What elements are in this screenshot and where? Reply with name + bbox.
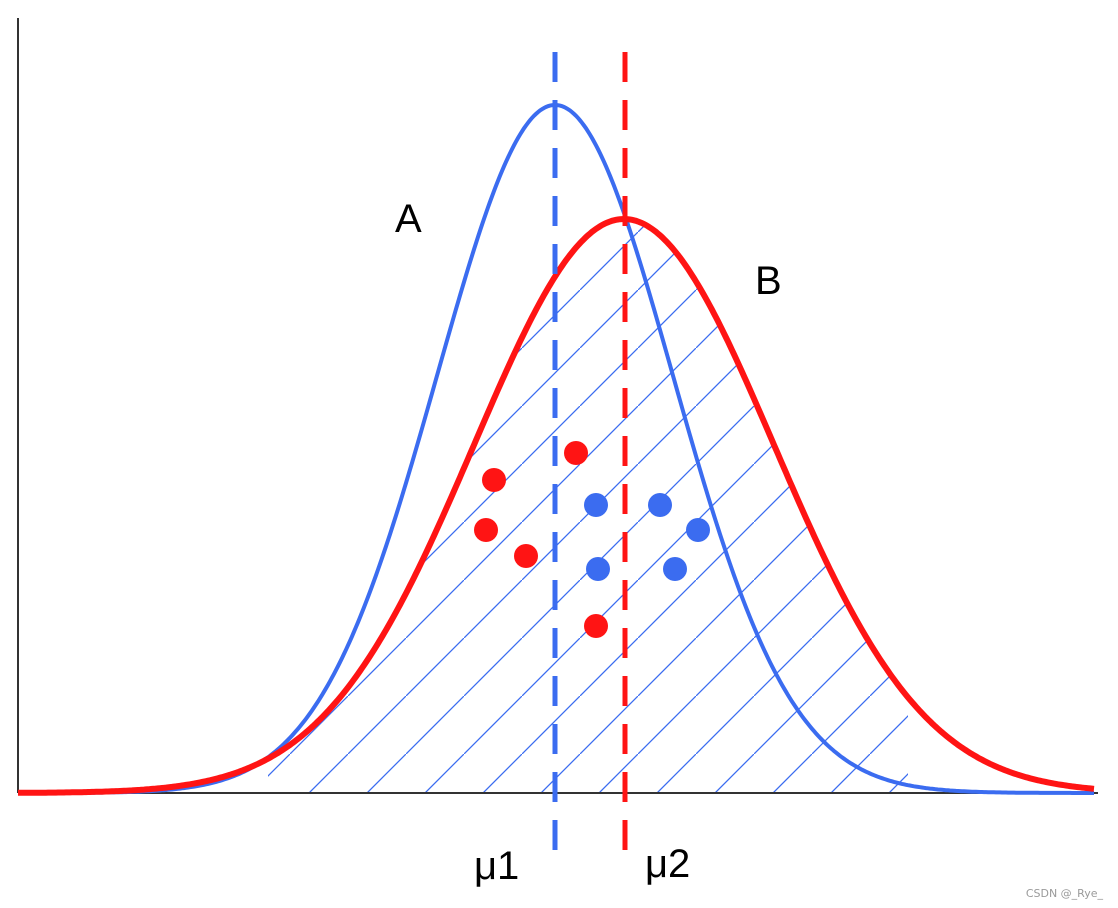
curve-a-label: A (395, 197, 422, 241)
watermark: CSDN @_Rye_ (1026, 887, 1104, 900)
point-a (663, 557, 687, 581)
point-b (474, 518, 498, 542)
point-b (482, 468, 506, 492)
point-a (584, 493, 608, 517)
point-b (584, 614, 608, 638)
point-a (586, 557, 610, 581)
point-a (686, 518, 710, 542)
point-b (564, 441, 588, 465)
hatched-area (268, 219, 908, 793)
mean-b-label: μ2 (645, 842, 690, 886)
point-b (514, 544, 538, 568)
curve-b-label: B (755, 259, 782, 303)
mean-a-label: μ1 (474, 844, 519, 888)
point-a (648, 493, 672, 517)
sample-points (474, 441, 710, 638)
curve-b (18, 215, 1095, 796)
